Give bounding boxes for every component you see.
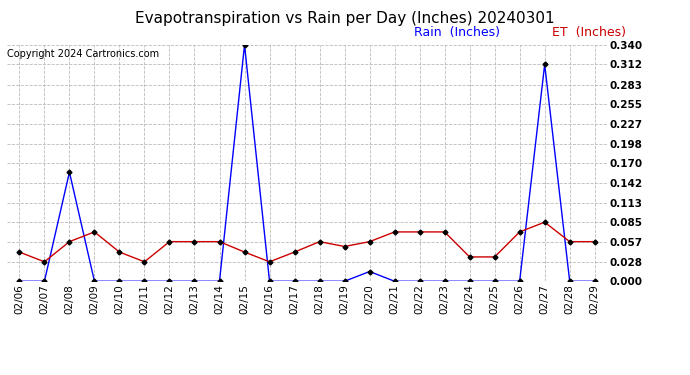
Text: Evapotranspiration vs Rain per Day (Inches) 20240301: Evapotranspiration vs Rain per Day (Inch… bbox=[135, 11, 555, 26]
Text: ET  (Inches): ET (Inches) bbox=[552, 26, 626, 39]
Text: Copyright 2024 Cartronics.com: Copyright 2024 Cartronics.com bbox=[7, 49, 159, 59]
Text: Rain  (Inches): Rain (Inches) bbox=[414, 26, 500, 39]
